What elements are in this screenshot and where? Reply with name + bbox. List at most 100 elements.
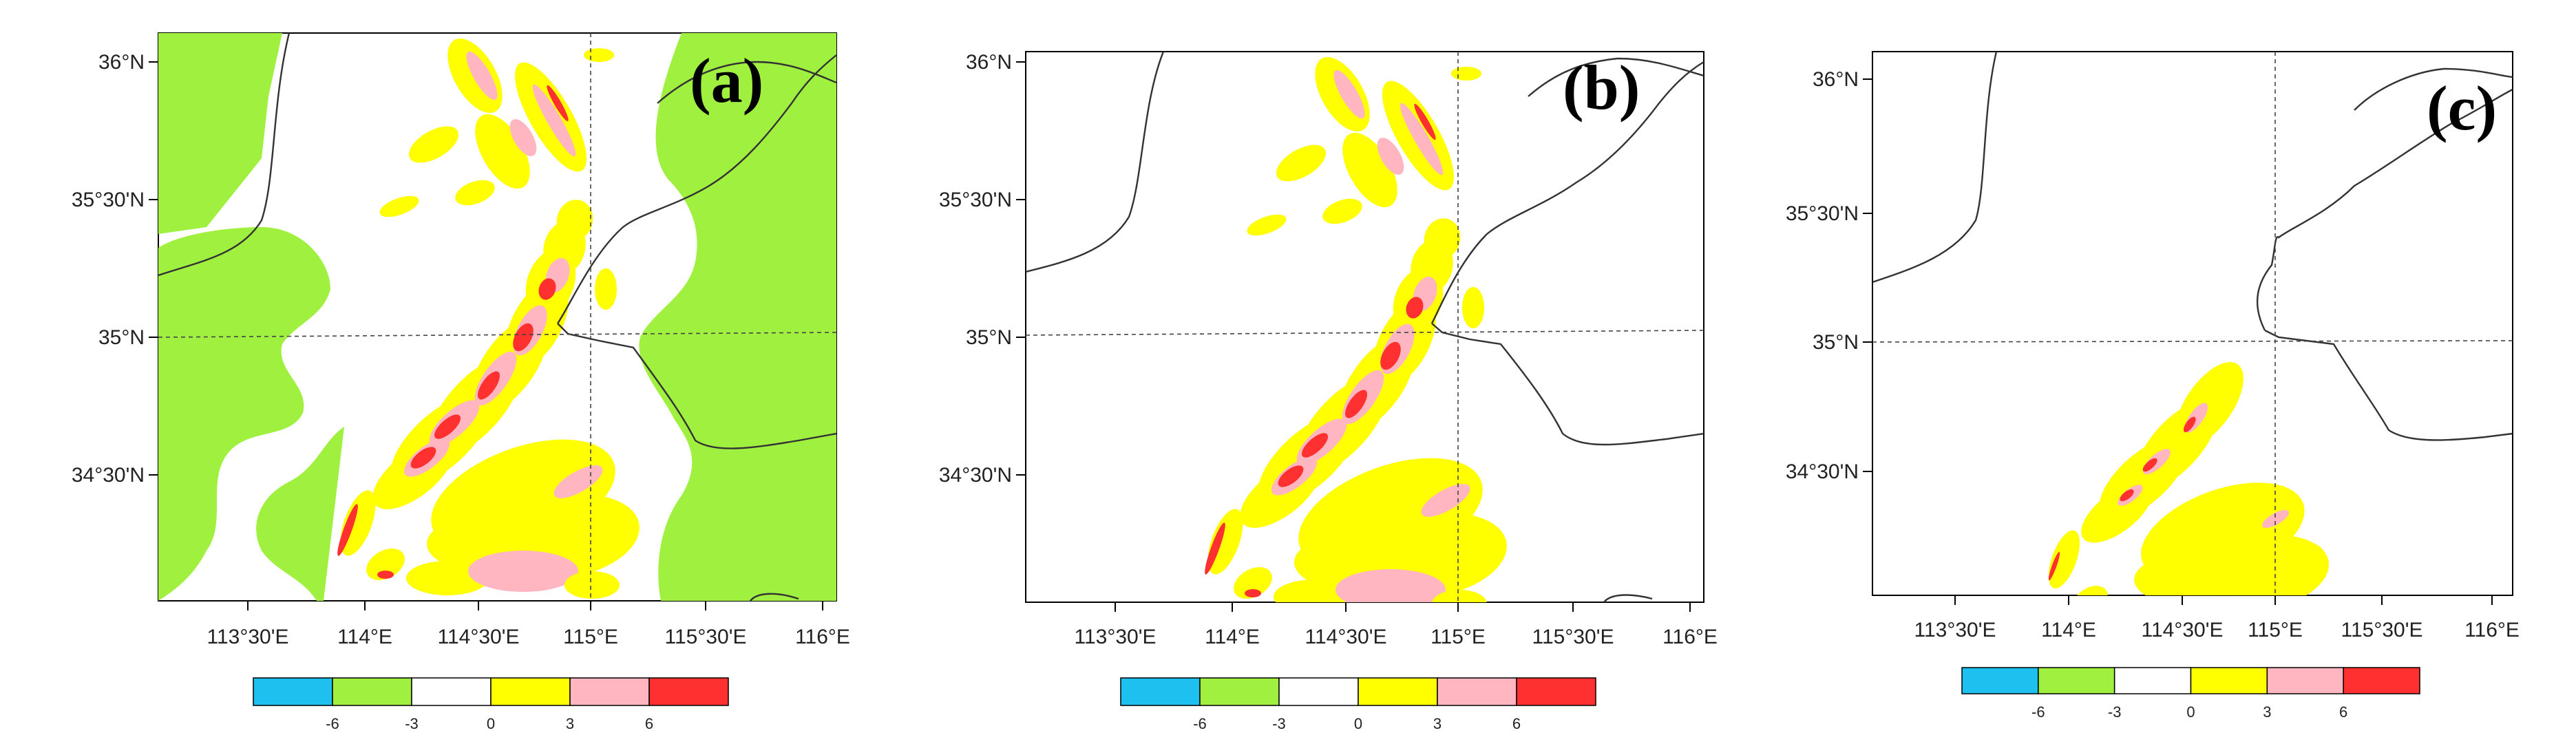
colorbar-swatch [1120, 677, 1201, 706]
anomaly-cell [475, 114, 530, 189]
colorbar-swatch [1358, 677, 1438, 706]
anomaly-cell [477, 371, 500, 400]
colorbar-swatch [1516, 677, 1596, 706]
colorbar-swatch [1278, 677, 1359, 706]
anomaly-cell [547, 85, 569, 122]
colorbar-tick-label: -3 [2108, 703, 2122, 721]
panel-label: (a) [690, 45, 763, 116]
anomaly-cell [1335, 569, 1446, 602]
anomaly-cell [1380, 341, 1401, 370]
lat-labels: 36°N 35°30'N 35°N 34°30'N [72, 51, 158, 487]
lon-label: 115°30'E [1532, 626, 1614, 648]
colorbar-swatch [1199, 677, 1280, 706]
anomaly-cell [377, 571, 394, 579]
anomaly-cell [455, 180, 495, 206]
colorbar-swatch [411, 677, 492, 706]
colorbar-swatch [2266, 667, 2344, 694]
lon-label: 114°30'E [438, 626, 520, 648]
anomaly-cell [340, 490, 376, 556]
panel-b: 36°N 35°30'N 35°N 34°30'N 113°30'E 114°E 114°… [939, 51, 1718, 732]
lat-labels: 36°N 35°30'N 35°N 34°30'N [1786, 68, 1872, 483]
anomaly-cell [2086, 608, 2095, 613]
lon-label: 115°E [2248, 619, 2303, 641]
lon-label: 114°E [1205, 626, 1260, 648]
lon-label: 113°30'E [207, 626, 289, 648]
lon-label: 114°30'E [2142, 619, 2224, 641]
anomaly-cell [1406, 297, 1424, 319]
anomaly-cell [1424, 218, 1461, 259]
colorbar: -6 -3 0 3 6 [1120, 677, 1596, 732]
anomaly-cell [584, 48, 614, 62]
anomaly-cell [532, 84, 576, 157]
colorbar-tick-label: 3 [566, 715, 574, 732]
colorbar-swatch [490, 677, 571, 706]
anomaly-cell [1274, 579, 1356, 602]
lon-label: 115°30'E [665, 626, 747, 648]
lon-labels: 113°30'E 114°E 114°30'E 115°E 115°30'E 116°E [207, 601, 850, 648]
lat-label: 36°N [966, 51, 1012, 74]
lat-label: 35°N [966, 326, 1012, 349]
negative-region [158, 227, 330, 601]
colorbar-swatch [1437, 677, 1517, 706]
lat-label: 35°30'N [72, 189, 145, 211]
colorbar-tick-label: 0 [2186, 703, 2195, 721]
anomaly-cell [2048, 551, 2060, 581]
anomaly-cell [408, 126, 459, 163]
colorbar: -6 -3 0 3 6 [253, 677, 729, 732]
colorbar-swatch [2113, 667, 2192, 694]
lon-label: 114°E [2041, 619, 2096, 641]
colorbar: -6 -3 0 3 6 [1961, 667, 2420, 721]
anomaly-field [337, 38, 640, 599]
panel-a: 36°N 35°30'N 35°N 34°30'N 113°30'E 114°E 114°… [72, 32, 850, 732]
lon-label: 116°E [1662, 626, 1718, 648]
anomaly-cell [2193, 595, 2253, 618]
anomaly-cell [595, 268, 617, 310]
anomaly-cell [379, 195, 419, 217]
lon-label: 116°E [2464, 619, 2520, 641]
negative-region [158, 33, 282, 234]
anomaly-cell [1446, 521, 1501, 562]
anomaly-cell [578, 502, 633, 544]
anomaly-cell [556, 200, 593, 241]
anomaly-cell [538, 278, 556, 300]
lat-label: 35°30'N [939, 189, 1012, 211]
anomaly-cell [1245, 589, 1261, 597]
gridlines [158, 33, 836, 601]
anomaly-cell [1400, 103, 1444, 176]
colorbar-tick-label: 6 [645, 715, 653, 732]
lat-label: 34°30'N [72, 464, 145, 487]
anomaly-cell [2142, 458, 2157, 472]
colorbar-swatch [2343, 667, 2420, 694]
anomaly-cell [513, 323, 534, 352]
anomaly-cell [1301, 433, 1329, 458]
lon-label: 115°E [563, 626, 618, 648]
anomaly-cell [2073, 586, 2108, 595]
anomaly-cell [1462, 287, 1484, 328]
lon-label: 114°E [337, 626, 392, 648]
lat-label: 35°30'N [1786, 202, 1859, 225]
colorbar-tick-label: 6 [1512, 715, 1521, 732]
green-field [158, 33, 836, 601]
anomaly-cell [1278, 465, 1304, 487]
anomaly-cell [1234, 567, 1272, 599]
anomaly-cell [466, 51, 498, 100]
anomaly-cell [337, 504, 358, 556]
colorbar-swatch [648, 677, 729, 706]
lon-label: 113°30'E [1075, 626, 1157, 648]
colorbar-tick-label: -6 [326, 715, 339, 732]
anomaly-cell [1414, 103, 1436, 140]
colorbar-tick-label: 0 [1354, 715, 1362, 732]
anomaly-cell [2277, 541, 2327, 578]
lat-label: 34°30'N [1786, 460, 1859, 483]
anomaly-cell [1333, 70, 1365, 119]
anomaly-cell [1205, 522, 1225, 575]
colorbar-tick-label: -3 [1272, 715, 1286, 732]
colorbar-swatch [253, 677, 333, 706]
anomaly-cell [2048, 530, 2080, 588]
anomaly-cell [1344, 390, 1368, 418]
gridlines [1026, 52, 1704, 602]
lat-label: 35°N [98, 326, 145, 349]
anomaly-cell [1322, 198, 1362, 224]
lon-label: 114°30'E [1305, 626, 1387, 648]
